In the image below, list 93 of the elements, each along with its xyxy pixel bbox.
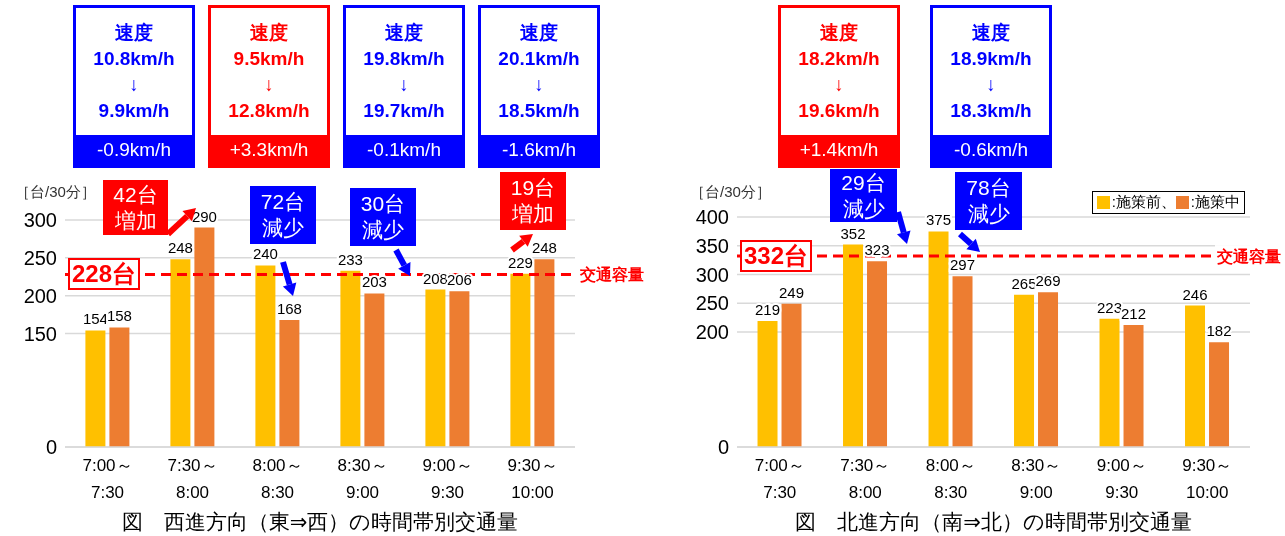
bar bbox=[1209, 342, 1230, 447]
bar bbox=[449, 291, 470, 447]
data-label: 154 bbox=[82, 310, 108, 328]
bar bbox=[1099, 318, 1120, 447]
x-tick-label: 7:30～ 8:00 bbox=[167, 456, 218, 502]
data-label: 290 bbox=[191, 207, 217, 225]
data-label: 248 bbox=[531, 239, 557, 257]
data-label: 249 bbox=[779, 283, 805, 301]
text: 図 北進方向（南⇒北）の時間帯別交通量 bbox=[794, 509, 1193, 535]
y-tick-label: 300 bbox=[23, 209, 57, 232]
data-label: 248 bbox=[167, 239, 193, 257]
bar bbox=[279, 319, 300, 447]
bar bbox=[425, 289, 446, 447]
y-tick-label: 400 bbox=[695, 206, 729, 229]
data-label: 265 bbox=[1011, 274, 1037, 292]
bar bbox=[781, 303, 802, 447]
annotation: 29台減少 bbox=[840, 169, 887, 222]
x-tick-label: 7:00～ 7:30 bbox=[754, 456, 805, 502]
y-tick-label: 300 bbox=[695, 263, 729, 286]
data-label: 352 bbox=[840, 224, 866, 242]
bar bbox=[867, 261, 888, 447]
annotation: 42台増加 bbox=[112, 181, 159, 234]
data-label: 375 bbox=[926, 211, 952, 229]
data-label: 219 bbox=[755, 301, 781, 319]
x-tick-label: 8:00～ 8:30 bbox=[925, 456, 976, 502]
bar bbox=[170, 259, 191, 447]
y-tick-label: 0 bbox=[717, 436, 729, 459]
annotation: 78台減少 bbox=[965, 175, 1012, 227]
ref-line-label: 交通容量 bbox=[579, 265, 644, 284]
x-tick-label: 7:00～ 7:30 bbox=[82, 456, 133, 502]
x-tick-label: 7:30～ 8:00 bbox=[840, 456, 891, 502]
data-label: 229 bbox=[507, 253, 533, 271]
bar bbox=[952, 276, 973, 447]
annotation: 19台増加 bbox=[510, 175, 556, 227]
bar bbox=[194, 227, 215, 447]
legend-label: :施策前、 bbox=[1111, 193, 1176, 212]
x-tick-label: 8:00～ 8:30 bbox=[252, 456, 303, 502]
y-tick-label: 350 bbox=[695, 234, 729, 257]
data-label: 223 bbox=[1097, 298, 1123, 316]
x-tick-label: 9:00～ 9:30 bbox=[1096, 456, 1147, 502]
y-tick-label: 200 bbox=[23, 284, 57, 307]
data-label: 233 bbox=[337, 250, 363, 268]
annotation: 72台減少 bbox=[260, 189, 306, 241]
text: 速度 20.1km/h ↓ 18.5km/h -1.6km/h bbox=[497, 20, 581, 162]
text: 図 西進方向（東⇒西）の時間帯別交通量 bbox=[120, 509, 520, 535]
y-tick-label: 200 bbox=[695, 321, 729, 344]
bar bbox=[109, 327, 130, 447]
bar bbox=[757, 321, 778, 447]
data-label: 240 bbox=[252, 245, 278, 263]
text: 速度 18.2km/h ↓ 19.6km/h +1.4km/h bbox=[797, 20, 881, 162]
bar bbox=[928, 231, 949, 447]
data-label: 168 bbox=[276, 299, 302, 317]
bar bbox=[1038, 292, 1059, 447]
ref-line-label: 交通容量 bbox=[1216, 247, 1281, 266]
text: 速度 9.5km/h ↓ 12.8km/h +3.3km/h bbox=[227, 20, 311, 162]
text: 速度 10.8km/h ↓ 9.9km/h -0.9km/h bbox=[92, 20, 176, 162]
bar bbox=[1014, 294, 1035, 447]
x-tick-label: 8:30～ 9:00 bbox=[1011, 456, 1062, 502]
data-label: 203 bbox=[361, 273, 387, 291]
data-label: 323 bbox=[864, 241, 890, 259]
annotation: 228台 bbox=[68, 258, 140, 291]
bar bbox=[255, 265, 276, 447]
annotation: 30台減少 bbox=[360, 191, 406, 243]
bar bbox=[843, 244, 864, 447]
x-tick-label: 9:00～ 9:30 bbox=[422, 456, 473, 502]
bar bbox=[534, 259, 555, 447]
bar bbox=[1123, 325, 1144, 447]
data-label: 269 bbox=[1035, 272, 1061, 290]
bar bbox=[1185, 305, 1206, 447]
data-label: 158 bbox=[106, 307, 132, 325]
y-tick-label: 0 bbox=[45, 436, 57, 459]
x-tick-label: 9:30～ 10:00 bbox=[1182, 456, 1233, 502]
bar bbox=[340, 270, 361, 447]
data-label: 206 bbox=[446, 271, 472, 289]
y-tick-label: 250 bbox=[695, 292, 729, 315]
legend-label: :施策中 bbox=[1190, 193, 1240, 212]
data-label: 208 bbox=[422, 269, 448, 287]
data-label: 212 bbox=[1121, 305, 1147, 323]
annotation: 332台 bbox=[740, 240, 812, 273]
data-label: 297 bbox=[950, 256, 976, 274]
text: 速度 19.8km/h ↓ 19.7km/h -0.1km/h bbox=[362, 20, 446, 162]
y-tick-label: 250 bbox=[23, 246, 57, 269]
bar bbox=[510, 273, 531, 447]
x-tick-label: 9:30～ 10:00 bbox=[507, 456, 558, 502]
bar bbox=[85, 330, 106, 447]
y-axis-title: ［台/30分］ bbox=[15, 183, 96, 202]
data-label: 246 bbox=[1182, 285, 1208, 303]
y-tick-label: 150 bbox=[23, 322, 57, 345]
x-tick-label: 8:30～ 9:00 bbox=[337, 456, 388, 502]
y-axis-title: ［台/30分］ bbox=[690, 183, 771, 202]
text: 速度 18.9km/h ↓ 18.3km/h -0.6km/h bbox=[949, 20, 1033, 162]
bar bbox=[364, 293, 385, 447]
data-label: 182 bbox=[1206, 322, 1232, 340]
